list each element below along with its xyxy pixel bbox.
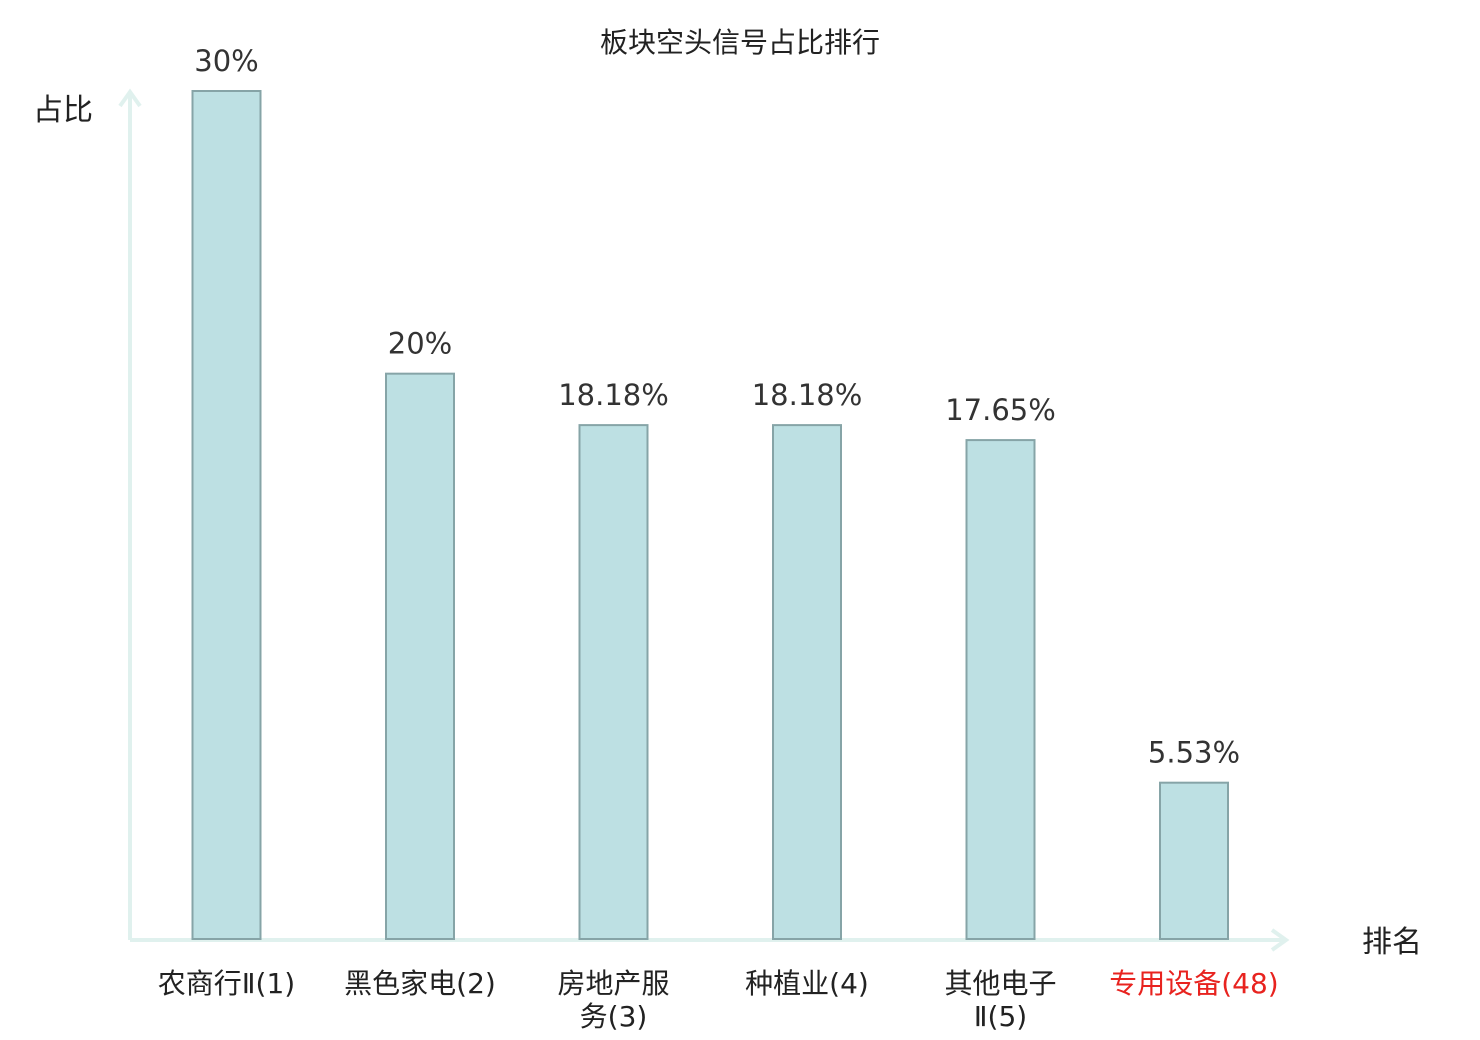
- category-label-6: 专用设备(48): [1109, 967, 1278, 1000]
- category-label-5-line-2: Ⅱ(5): [974, 1000, 1027, 1033]
- axes: [118, 88, 1290, 952]
- value-label-6: 5.53%: [1148, 736, 1240, 770]
- value-label-3: 18.18%: [558, 378, 669, 412]
- y-axis-label: 占比: [33, 93, 93, 128]
- value-label-5: 17.65%: [945, 393, 1056, 427]
- bar-6: [1159, 781, 1229, 941]
- value-label-2: 20%: [388, 327, 452, 361]
- chart-title: 板块空头信号占比排行: [600, 26, 880, 59]
- x-axis-arrow: [1270, 928, 1290, 952]
- bar-4: [772, 424, 842, 940]
- bar-1: [191, 90, 262, 940]
- category-label-4: 种植业(4): [745, 967, 869, 1000]
- y-axis-arrow: [118, 88, 142, 108]
- value-label-1: 30%: [194, 44, 258, 78]
- bar-5: [965, 439, 1036, 940]
- x-axis-label: 排名: [1362, 925, 1422, 960]
- category-label-2: 黑色家电(2): [344, 967, 496, 1000]
- category-label-3-line-2: 务(3): [580, 1000, 648, 1033]
- bar-2: [385, 372, 455, 940]
- category-label-5-line-1: 其他电子: [944, 967, 1056, 1000]
- category-label-3-line-1: 房地产服: [557, 967, 669, 1000]
- category-label-1: 农商行Ⅱ(1): [158, 967, 295, 1000]
- value-label-4: 18.18%: [752, 378, 863, 412]
- bar-3: [578, 424, 649, 940]
